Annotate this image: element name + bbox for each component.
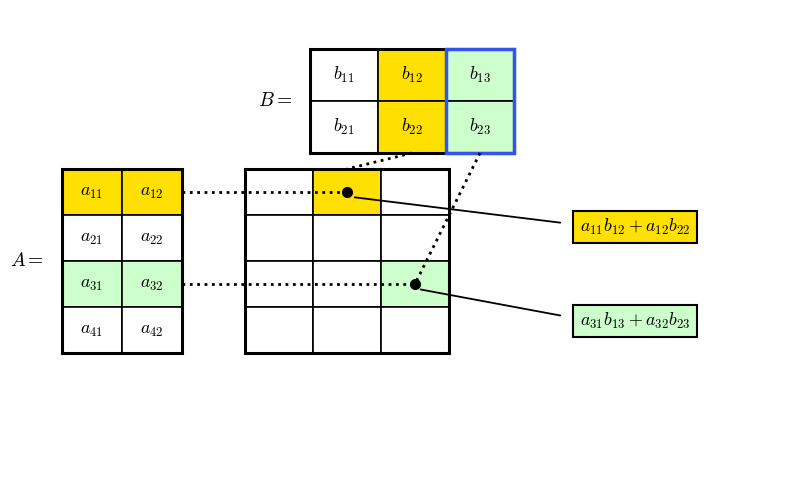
- Bar: [122, 261, 182, 307]
- Bar: [245, 215, 313, 261]
- Text: $a_{11}$: $a_{11}$: [81, 183, 103, 201]
- Bar: [310, 49, 378, 101]
- Text: $a_{11}b_{12} + a_{12}b_{22}$: $a_{11}b_{12} + a_{12}b_{22}$: [580, 217, 690, 237]
- Text: $a_{31}$: $a_{31}$: [81, 275, 103, 293]
- Bar: [62, 169, 122, 215]
- Bar: [310, 49, 514, 153]
- Bar: [62, 307, 122, 353]
- Bar: [122, 169, 182, 215]
- Bar: [381, 169, 449, 215]
- Text: $b_{11}$: $b_{11}$: [334, 65, 354, 85]
- Bar: [313, 215, 381, 261]
- Text: $a_{41}$: $a_{41}$: [81, 321, 103, 339]
- Text: $b_{21}$: $b_{21}$: [334, 117, 354, 137]
- Bar: [62, 169, 182, 353]
- Text: $a_{21}$: $a_{21}$: [81, 229, 103, 247]
- Bar: [62, 215, 122, 261]
- Bar: [245, 307, 313, 353]
- Bar: [62, 261, 122, 307]
- Text: $a_{31}b_{13} + a_{32}b_{23}$: $a_{31}b_{13} + a_{32}b_{23}$: [580, 311, 690, 331]
- Bar: [446, 101, 514, 153]
- Text: $B =$: $B =$: [258, 92, 292, 110]
- Bar: [245, 169, 313, 215]
- Text: $b_{13}$: $b_{13}$: [469, 65, 491, 85]
- Bar: [310, 101, 378, 153]
- Bar: [378, 49, 446, 101]
- Text: $A =$: $A =$: [10, 252, 44, 270]
- Bar: [122, 215, 182, 261]
- Text: $a_{22}$: $a_{22}$: [140, 229, 164, 247]
- Text: $b_{23}$: $b_{23}$: [469, 117, 491, 137]
- Bar: [381, 261, 449, 307]
- Bar: [446, 49, 514, 101]
- Text: $b_{12}$: $b_{12}$: [401, 65, 423, 85]
- Text: $a_{12}$: $a_{12}$: [140, 183, 164, 201]
- Text: $a_{32}$: $a_{32}$: [140, 275, 164, 293]
- Bar: [446, 49, 514, 153]
- Text: $a_{42}$: $a_{42}$: [140, 321, 164, 339]
- Bar: [245, 261, 313, 307]
- Bar: [313, 169, 381, 215]
- Bar: [381, 307, 449, 353]
- Bar: [378, 101, 446, 153]
- Bar: [245, 169, 449, 353]
- Bar: [122, 307, 182, 353]
- Bar: [313, 307, 381, 353]
- Bar: [381, 215, 449, 261]
- Text: $b_{22}$: $b_{22}$: [401, 117, 423, 137]
- Bar: [313, 261, 381, 307]
